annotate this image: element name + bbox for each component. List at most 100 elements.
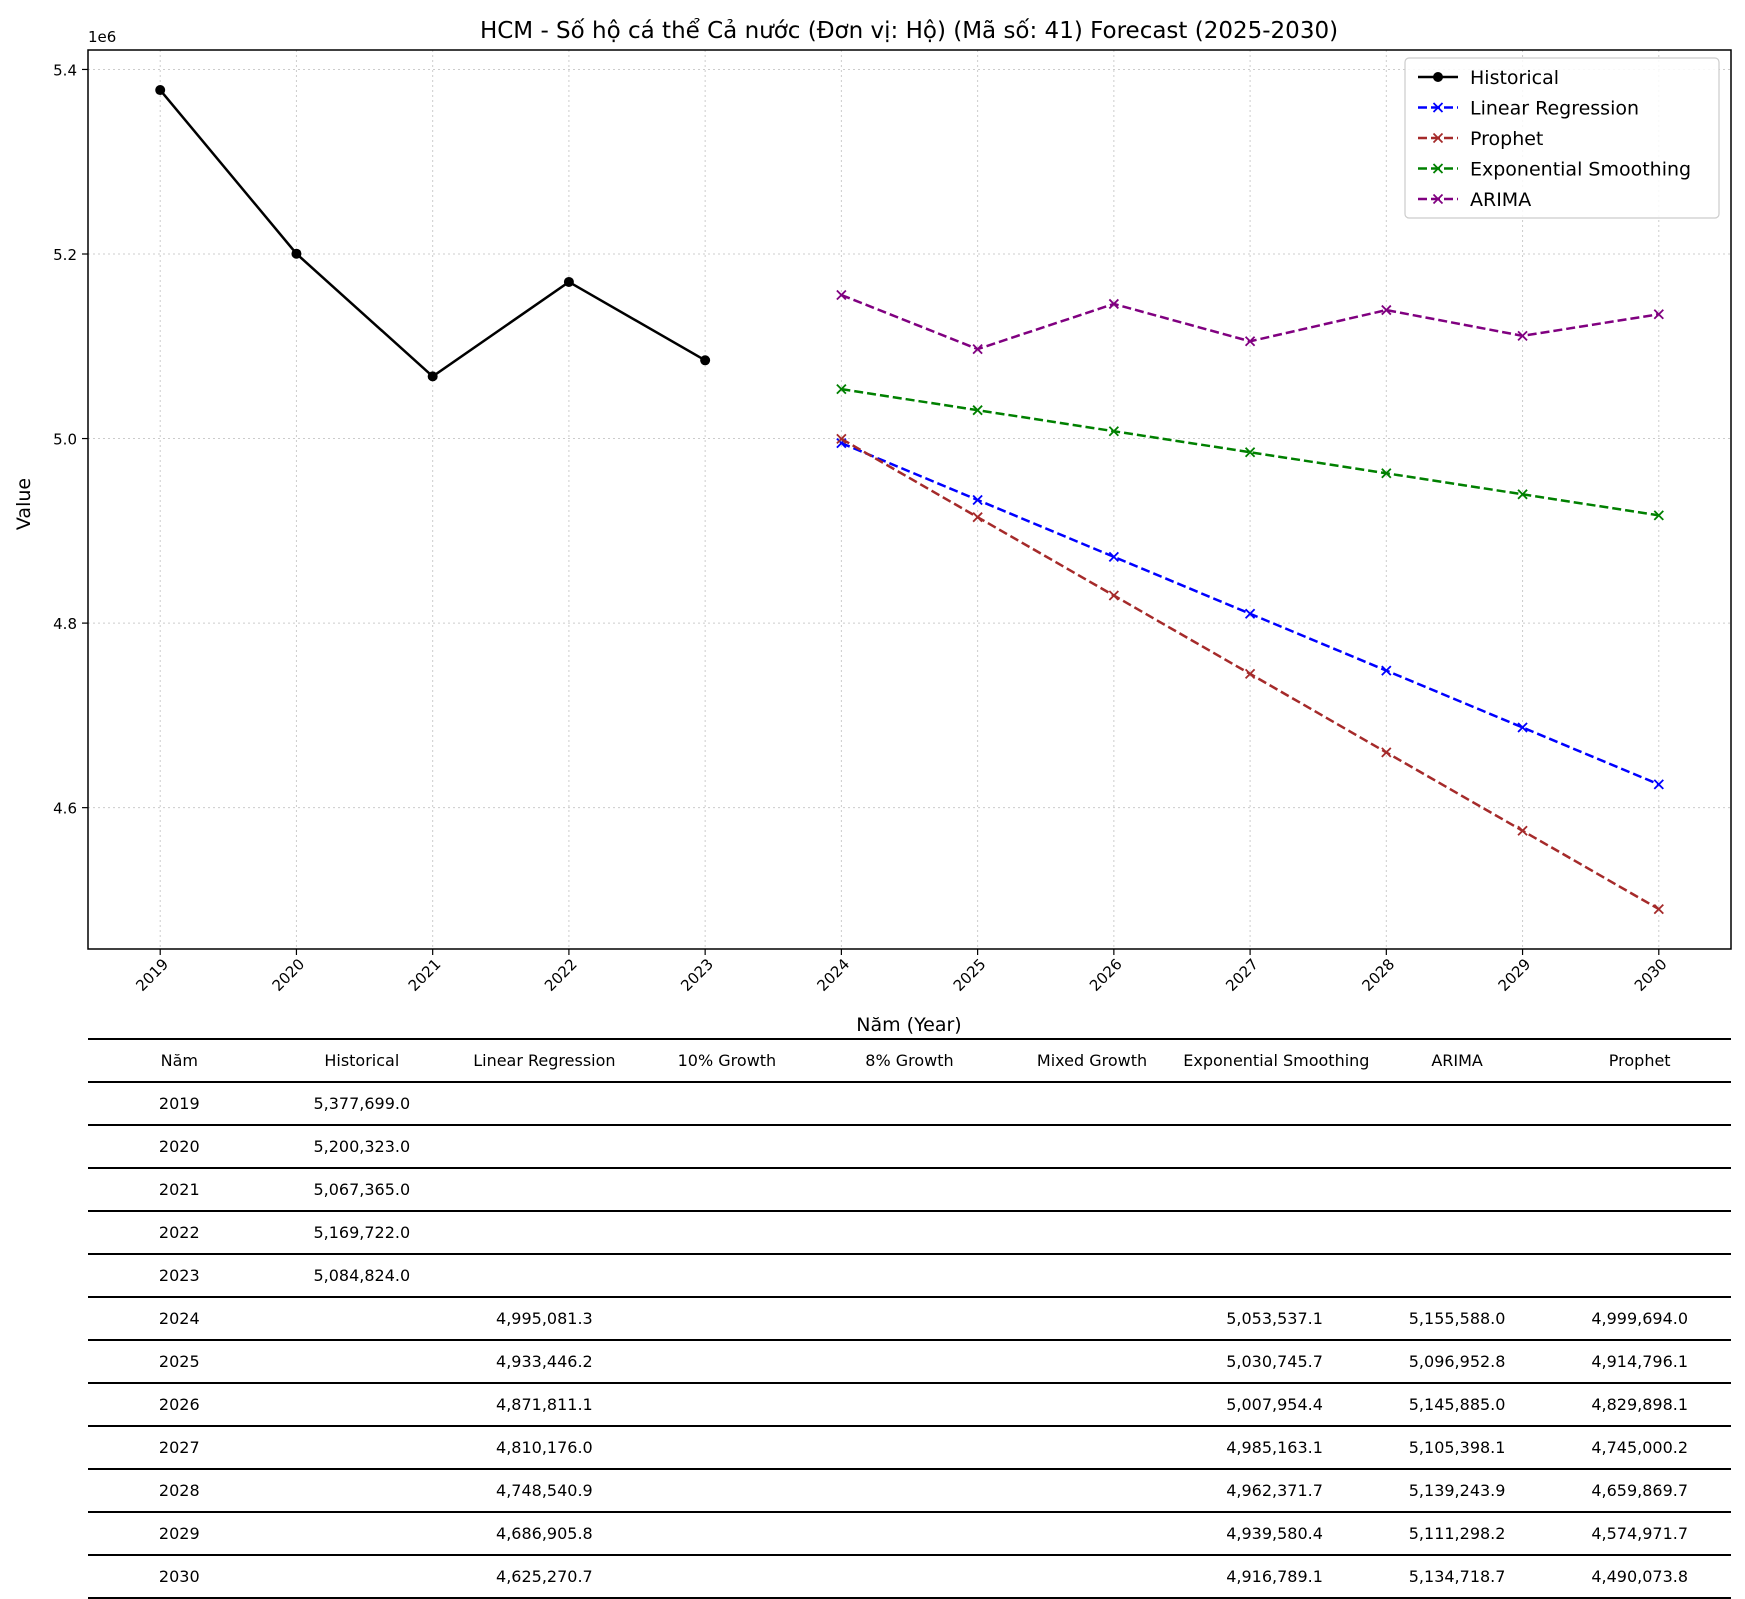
table-row: 2023 5,084,824.0 xyxy=(88,1254,1731,1298)
table-header-cell: 10% Growth xyxy=(635,1038,819,1083)
table-cell xyxy=(1548,1125,1731,1169)
grid-lines xyxy=(88,50,1731,949)
data-point-linear-regression xyxy=(1108,551,1119,562)
table-cell xyxy=(635,1512,819,1556)
data-point-arima xyxy=(1108,298,1119,310)
data-point-linear-regression xyxy=(1653,779,1664,790)
legend-entry-arima: ARIMA xyxy=(1418,189,1531,211)
y-tick-label: 5.4 xyxy=(53,61,77,79)
table-cell: 2021 xyxy=(88,1168,271,1212)
data-point-exponential-smoothing xyxy=(1244,447,1256,458)
legend-entry-historical: Historical xyxy=(1418,67,1559,89)
table-cell xyxy=(270,1297,454,1341)
series-exponential-smoothing xyxy=(836,384,1664,521)
table-cell: 4,985,163.1 xyxy=(1183,1426,1366,1470)
table-cell xyxy=(453,1168,636,1212)
y-axis-title: Value xyxy=(13,478,35,530)
table-cell xyxy=(1000,1297,1184,1341)
table-cell: 4,659,869.7 xyxy=(1548,1469,1731,1513)
legend-label: Historical xyxy=(1470,67,1559,89)
x-tick-label: 2022 xyxy=(541,955,581,995)
table-cell xyxy=(270,1555,454,1599)
table-header-cell: ARIMA xyxy=(1365,1038,1549,1083)
table-cell xyxy=(1183,1211,1366,1255)
table-cell: 4,995,081.3 xyxy=(453,1297,636,1341)
forecast-chart: 2019 2020 2021 2022 2023 2024 2025 2026 2027 2028… xyxy=(13,18,1732,1036)
table-cell xyxy=(635,1340,819,1384)
table-cell xyxy=(818,1297,1001,1341)
table-cell: 2019 xyxy=(88,1082,271,1126)
table-cell xyxy=(270,1383,454,1427)
table-cell xyxy=(635,1469,819,1513)
table-row: 2024 4,995,081.3 5,053,537.1 5,155,588.0 4,9… xyxy=(88,1297,1731,1341)
table-cell xyxy=(1183,1168,1366,1212)
table-cell: 5,111,298.2 xyxy=(1365,1512,1549,1556)
table-cell xyxy=(635,1125,819,1169)
series-arima xyxy=(836,289,1664,355)
x-tick-label: 2026 xyxy=(1086,955,1126,995)
legend-marker-historical xyxy=(1433,72,1443,82)
table-header-row: Năm Historical Linear Regression 10% Growth… xyxy=(88,1038,1731,1083)
x-tick-label: 2019 xyxy=(132,955,172,995)
x-tick-label: 2030 xyxy=(1631,955,1671,995)
data-point-prophet xyxy=(836,433,847,444)
table-cell xyxy=(635,1254,819,1298)
table-row: 2029 4,686,905.8 4,939,580.4 5,111,298.2 4,5… xyxy=(88,1512,1731,1556)
table-header-cell: Exponential Smoothing xyxy=(1183,1038,1369,1083)
table-cell xyxy=(818,1555,1001,1599)
legend-label: Exponential Smoothing xyxy=(1470,159,1691,181)
x-tick-label: 2029 xyxy=(1495,955,1535,995)
table-cell xyxy=(818,1426,1001,1470)
table-cell: 5,134,718.7 xyxy=(1365,1555,1549,1599)
table-cell xyxy=(818,1512,1001,1556)
legend-entry-linear-regression: Linear Regression xyxy=(1418,98,1639,120)
series-layer xyxy=(155,85,1664,915)
legend-label: Prophet xyxy=(1470,128,1543,150)
table-cell: 4,748,540.9 xyxy=(453,1469,636,1513)
table-row: 2025 4,933,446.2 5,030,745.7 5,096,952.8 4,9… xyxy=(88,1340,1731,1384)
table-cell xyxy=(635,1383,819,1427)
x-tick-label: 2023 xyxy=(677,955,717,995)
table-header-cell: Historical xyxy=(270,1038,454,1083)
table-cell: 4,871,811.1 xyxy=(453,1383,636,1427)
table-cell xyxy=(1365,1082,1549,1126)
table-cell xyxy=(1000,1211,1184,1255)
table-cell xyxy=(1000,1340,1184,1384)
legend-label: ARIMA xyxy=(1470,189,1531,211)
forecast-table: Năm Historical Linear Regression 10% Growth… xyxy=(88,1038,1731,1599)
table-cell xyxy=(1000,1125,1184,1169)
table-cell: 5,169,722.0 xyxy=(270,1211,454,1255)
data-point-arima xyxy=(1244,336,1256,347)
data-point-exponential-smoothing xyxy=(1108,426,1119,437)
data-point-arima xyxy=(1517,330,1528,341)
table-cell xyxy=(1548,1168,1731,1212)
table-cell: 4,962,371.7 xyxy=(1183,1469,1366,1513)
table-cell xyxy=(1000,1254,1184,1298)
table-cell: 4,829,898.1 xyxy=(1548,1383,1731,1427)
data-point-exponential-smoothing xyxy=(836,384,847,395)
data-point-prophet xyxy=(1517,825,1528,836)
table-cell xyxy=(635,1168,819,1212)
table-cell xyxy=(1548,1082,1731,1126)
table-cell xyxy=(818,1383,1001,1427)
table-cell xyxy=(1365,1211,1549,1255)
data-point-historical xyxy=(291,248,302,259)
table-cell xyxy=(818,1125,1001,1169)
legend: Historical Linear Regression Prophet Expone… xyxy=(1404,57,1720,219)
table-cell xyxy=(1183,1254,1366,1298)
table-cell xyxy=(635,1426,819,1470)
table-cell: 4,914,796.1 xyxy=(1548,1340,1731,1384)
y-offset-label: 1e6 xyxy=(88,28,116,46)
table-cell: 2029 xyxy=(88,1512,271,1556)
data-point-arima xyxy=(1381,304,1392,316)
table-cell: 5,377,699.0 xyxy=(270,1082,454,1126)
table-cell xyxy=(1000,1082,1184,1126)
data-point-exponential-smoothing xyxy=(1381,468,1392,479)
data-point-prophet xyxy=(972,512,983,523)
table-row: 2030 4,625,270.7 4,916,789.1 5,134,718.7 4,4… xyxy=(88,1555,1731,1599)
table-header-cell: Mixed Growth xyxy=(1000,1038,1184,1083)
table-cell: 5,139,243.9 xyxy=(1365,1469,1549,1513)
series-line-historical xyxy=(159,89,706,378)
table-cell: 2025 xyxy=(88,1340,271,1384)
table-cell: 2024 xyxy=(88,1297,271,1341)
